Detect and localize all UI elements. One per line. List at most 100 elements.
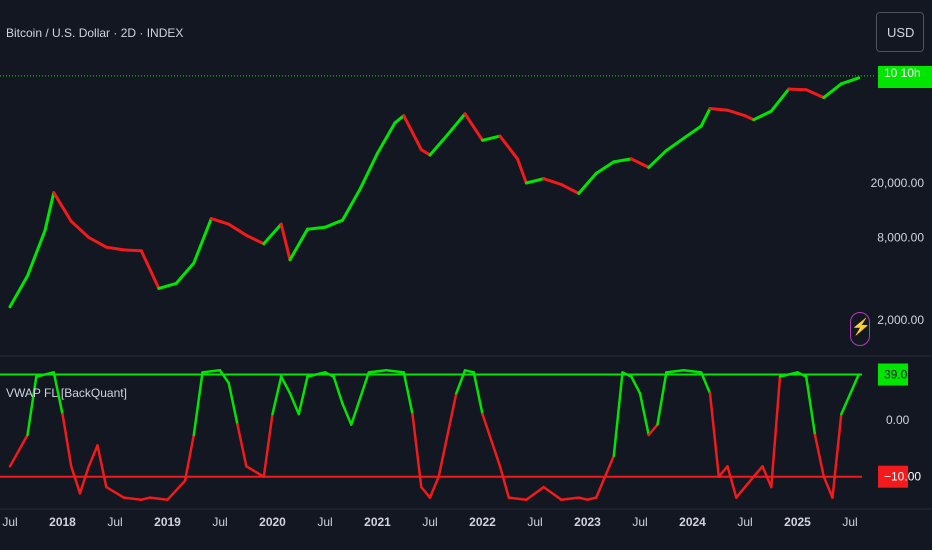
price-segment <box>104 245 126 252</box>
time-tick-label: Jul <box>317 515 332 529</box>
price-segment <box>699 107 712 128</box>
upper-level-label-bg <box>878 363 908 386</box>
time-tick-label: 2022 <box>469 515 496 529</box>
price-tick-label: 8,000.00 <box>877 231 924 245</box>
oscillator-segment <box>332 375 344 405</box>
indicator-title: VWAP FL [BackQuant] <box>6 386 127 400</box>
time-tick-label: 2024 <box>679 515 706 529</box>
oscillator-segment <box>148 496 169 501</box>
price-segment <box>26 229 47 278</box>
price-segment <box>559 183 581 195</box>
oscillator-segment <box>770 375 782 489</box>
oscillator-segment <box>78 465 91 495</box>
price-segment <box>43 191 56 232</box>
oscillator-segment <box>271 375 283 416</box>
price-segment <box>139 249 161 290</box>
oscillator-segment <box>717 465 729 478</box>
oscillator-segment <box>612 371 624 458</box>
oscillator-segment <box>411 412 423 489</box>
oscillator-segment <box>813 433 826 478</box>
oscillator-segment <box>341 402 353 426</box>
oscillator-series <box>8 369 860 501</box>
time-tick-label: 2025 <box>784 515 811 529</box>
price-segment <box>577 171 598 195</box>
time-tick-label: Jul <box>422 515 437 529</box>
oscillator-segment <box>87 444 99 468</box>
price-segment <box>227 222 248 237</box>
oscillator-segment <box>420 485 432 499</box>
upper-level-label: 39.00 <box>884 368 914 382</box>
last-price-badge: 10 10h <box>878 66 932 88</box>
grid <box>0 75 932 510</box>
oscillator-segment <box>26 375 38 437</box>
time-tick-label: Jul <box>2 515 17 529</box>
price-segment <box>769 87 791 113</box>
oscillator-segment <box>804 375 817 437</box>
price-segment <box>341 187 362 222</box>
oscillator-segment <box>699 371 712 395</box>
time-tick-label: 2023 <box>574 515 601 529</box>
oscillator-segment <box>428 475 440 499</box>
oscillator-segment <box>577 496 589 501</box>
price-segment <box>664 136 686 153</box>
lower-level-label: −10.00 <box>884 470 921 484</box>
oscillator-segment <box>96 444 108 489</box>
price-segment <box>787 87 808 92</box>
price-series <box>8 76 861 309</box>
oscillator-segment <box>822 475 834 499</box>
time-tick-label: 2021 <box>364 515 391 529</box>
currency-button[interactable]: USD <box>876 12 924 52</box>
price-segment <box>402 114 423 152</box>
price-segment <box>822 82 843 100</box>
price-segment <box>192 217 213 265</box>
oscillator-segment <box>507 496 528 501</box>
price-segment <box>69 219 91 239</box>
oscillator-segment <box>560 496 581 501</box>
price-segment <box>682 124 703 140</box>
price-segment <box>446 112 467 137</box>
oscillator-segment <box>735 485 747 499</box>
price-segment <box>157 281 178 290</box>
oscillator-segment <box>708 392 721 478</box>
price-segment <box>524 177 546 185</box>
oscillator-segment <box>586 496 598 501</box>
time-tick-label: 2018 <box>49 515 76 529</box>
oscillator-segment <box>525 485 545 501</box>
price-segment <box>743 114 756 122</box>
time-tick-label: Jul <box>842 515 857 529</box>
oscillator-segment <box>752 465 764 478</box>
oscillator-segment <box>665 369 686 374</box>
oscillator-segment <box>402 371 414 416</box>
price-segment <box>752 109 773 122</box>
oscillator-segment <box>726 465 738 499</box>
price-tick-label: 20,000.00 <box>871 176 925 190</box>
oscillator-segment <box>245 465 266 478</box>
oscillator-segment <box>122 496 143 501</box>
time-axis[interactable]: Jul 2018 Jul 2019 Jul 2020 Jul 2021 Jul 2022 Jul 20… <box>2 515 857 529</box>
price-segment <box>244 233 266 246</box>
oscillator-segment <box>297 375 309 416</box>
chart-title: Bitcoin / U.S. Dollar · 2D · INDEX <box>6 26 184 40</box>
oscillator-segment <box>105 485 125 499</box>
oscillator-segment <box>201 369 222 374</box>
time-tick-label: 2020 <box>259 515 286 529</box>
oscillator-segment <box>638 392 650 437</box>
price-segment <box>629 157 651 169</box>
price-segment <box>463 112 484 142</box>
oscillator-segment <box>262 412 274 478</box>
price-tick-label: 2,000.00 <box>877 313 924 327</box>
oscillator-segment <box>52 371 64 416</box>
price-segment <box>612 157 633 164</box>
price-segment <box>419 148 432 157</box>
price-segment <box>647 149 668 169</box>
price-segment <box>358 151 379 191</box>
oscillator-segment <box>840 373 860 416</box>
lightning-bolt-icon[interactable]: ⚡ <box>850 312 871 346</box>
price-segment <box>306 225 327 231</box>
oscillator-segment <box>350 371 371 426</box>
oscillator-segment <box>288 392 301 416</box>
oscillator-segment <box>192 371 204 437</box>
price-segment <box>376 121 397 155</box>
price-axis[interactable]: 20,000.00 8,000.00 2,000.00 0.00 39.00 −10.00 <box>871 176 925 488</box>
